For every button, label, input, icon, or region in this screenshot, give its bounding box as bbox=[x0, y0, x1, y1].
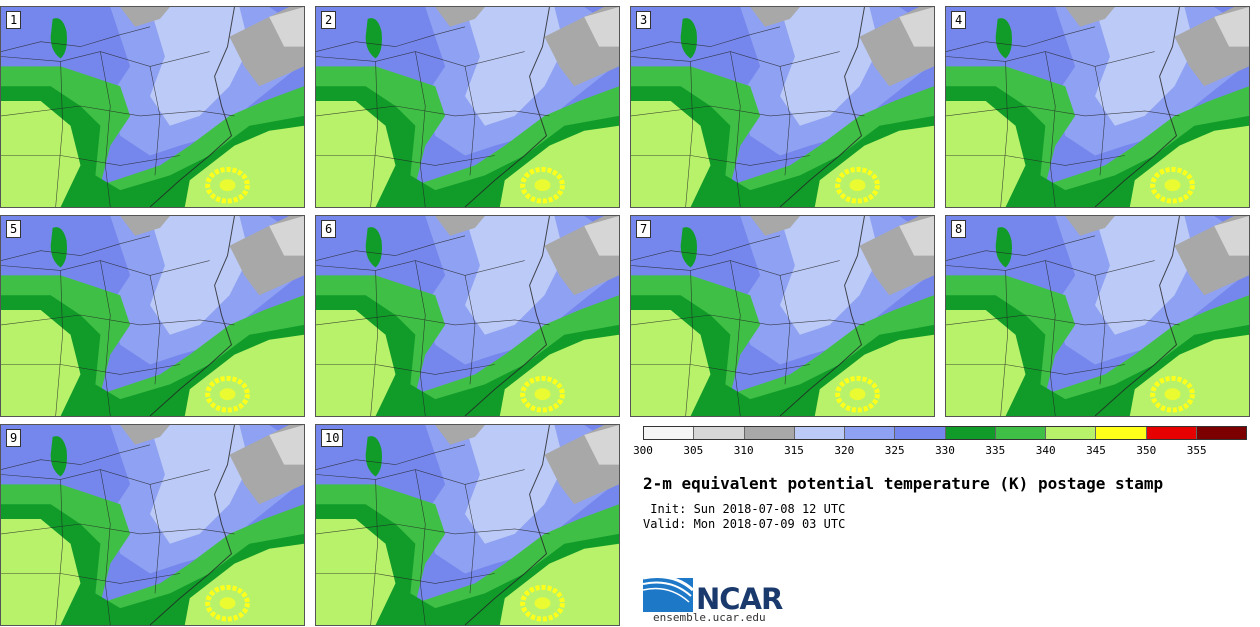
colorbar-ticks: 300 305 310 315 320 325 330 335 340 345 350 355 bbox=[633, 444, 1247, 458]
figure-title: 2-m equivalent potential temperature (K)… bbox=[643, 474, 1164, 493]
ensemble-member-map bbox=[946, 216, 1249, 416]
ensemble-member-map bbox=[1, 425, 304, 625]
ensemble-member-map bbox=[316, 425, 619, 625]
ensemble-member-map bbox=[946, 7, 1249, 207]
panel-number-label: 9 bbox=[6, 429, 22, 447]
colorbar-tick-label: 330 bbox=[935, 444, 955, 457]
panel-number-label: 10 bbox=[321, 429, 344, 447]
colorbar-tick-label: 315 bbox=[784, 444, 804, 457]
panel-number-label: 5 bbox=[6, 220, 22, 238]
postage-stamp-panel-2: 2 bbox=[315, 6, 620, 208]
panel-number-label: 6 bbox=[321, 220, 337, 238]
valid-time: Valid: Mon 2018-07-09 03 UTC bbox=[643, 517, 846, 531]
colorbar-tick-label: 350 bbox=[1136, 444, 1157, 457]
panel-number-label: 7 bbox=[636, 220, 652, 238]
init-time: Init: Sun 2018-07-08 12 UTC bbox=[643, 502, 846, 516]
colorbar-segment-340 bbox=[1046, 427, 1097, 439]
colorbar-segment-305 bbox=[694, 427, 745, 439]
colorbar-tick-label: 310 bbox=[733, 444, 754, 457]
init-valid-info: Init: Sun 2018-07-08 12 UTC Valid: Mon 2… bbox=[643, 502, 845, 532]
colorbar-segment-310 bbox=[744, 427, 795, 439]
ensemble-member-map bbox=[631, 7, 934, 207]
source-url: ensemble.ucar.edu bbox=[653, 611, 766, 624]
colorbar-segment-325 bbox=[895, 427, 946, 439]
colorbar-tick-label: 335 bbox=[985, 444, 1006, 457]
postage-stamp-panel-4: 4 bbox=[945, 6, 1250, 208]
postage-stamp-panel-9: 9 bbox=[0, 424, 305, 626]
colorbar-tick-label: 345 bbox=[1086, 444, 1106, 457]
ncar-logo-icon bbox=[643, 575, 695, 612]
postage-stamp-panel-3: 3 bbox=[630, 6, 935, 208]
postage-stamp-panel-5: 5 bbox=[0, 215, 305, 417]
colorbar-segment-300 bbox=[644, 427, 695, 439]
colorbar-tick-label: 305 bbox=[683, 444, 704, 457]
colorbar-segment-330 bbox=[945, 427, 996, 439]
panel-number-label: 1 bbox=[6, 11, 22, 29]
logo-wordmark: NCAR bbox=[696, 582, 783, 616]
postage-stamp-panel-10: 10 bbox=[315, 424, 620, 626]
postage-stamp-panel-6: 6 bbox=[315, 215, 620, 417]
panel-number-label: 2 bbox=[321, 11, 337, 29]
colorbar-segment-345 bbox=[1096, 427, 1147, 439]
colorbar bbox=[643, 426, 1247, 440]
ensemble-member-map bbox=[316, 7, 619, 207]
colorbar-tick-label: 320 bbox=[834, 444, 855, 457]
colorbar-tick-label: 300 bbox=[633, 444, 653, 457]
colorbar-segment-335 bbox=[995, 427, 1046, 439]
ensemble-member-map bbox=[316, 216, 619, 416]
colorbar-segment-315 bbox=[794, 427, 845, 439]
panel-number-label: 4 bbox=[951, 11, 967, 29]
colorbar-segment-355 bbox=[1196, 427, 1246, 439]
panel-number-label: 3 bbox=[636, 11, 652, 29]
ensemble-member-map bbox=[631, 216, 934, 416]
colorbar-tick-label: 325 bbox=[884, 444, 905, 457]
colorbar-tick-label: 340 bbox=[1035, 444, 1056, 457]
ensemble-member-map bbox=[1, 7, 304, 207]
postage-stamp-panel-7: 7 bbox=[630, 215, 935, 417]
colorbar-segment-350 bbox=[1146, 427, 1197, 439]
colorbar-tick-label: 355 bbox=[1186, 444, 1207, 457]
ensemble-member-map bbox=[1, 216, 304, 416]
postage-stamp-panel-8: 8 bbox=[945, 215, 1250, 417]
postage-stamp-panel-1: 1 bbox=[0, 6, 305, 208]
colorbar-segment-320 bbox=[845, 427, 896, 439]
panel-number-label: 8 bbox=[951, 220, 967, 238]
